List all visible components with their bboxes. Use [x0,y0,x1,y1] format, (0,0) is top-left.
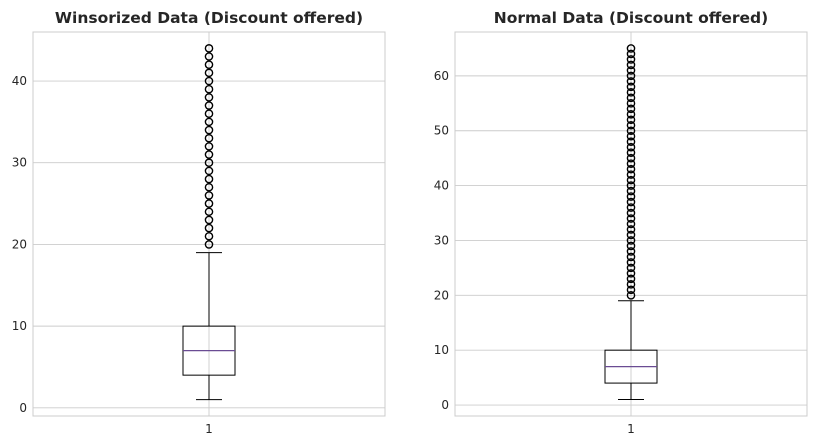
y-tick-label: 10 [12,319,27,333]
outlier-point [626,115,636,125]
outlier-point [204,240,214,249]
outlier-point [626,280,636,289]
chart-panel-2: 0 10 20 30 40 50 60 1 Normal Data (Discount offe… [434,9,808,436]
outlier-point [204,150,214,159]
outlier-point [204,199,214,208]
outlier-point [204,52,214,61]
outlier-point [626,49,636,59]
outlier-point [626,236,636,245]
outlier-point [626,263,636,273]
outlier-point [204,44,214,53]
y-tick-label: 20 [12,237,27,251]
outlier-point [626,258,636,267]
outlier-point [626,230,636,240]
outlier-point [204,215,214,225]
outlier-point [626,164,636,174]
outlier-point [204,93,214,102]
outlier-point [626,120,636,130]
outlier-point [204,207,214,217]
outlier-point [204,142,214,151]
outlier-point [626,142,636,152]
y-tick-label: 60 [434,69,449,83]
outlier-point [204,125,214,135]
outlier-point [626,170,636,179]
outlier-point [626,126,636,136]
outlier-point [626,66,636,75]
outlier-point [204,231,214,241]
outlier-point [204,84,214,94]
outlier-point [626,153,636,163]
chart-title: Normal Data (Discount offered) [494,9,768,27]
outlier-point [204,174,214,184]
outlier-point [626,219,636,229]
outlier-point [626,77,636,86]
y-tick-label: 30 [434,233,449,247]
outlier-point [626,247,636,256]
outlier-point [204,166,214,176]
outlier-point [626,214,636,223]
outlier-point [204,158,214,168]
outlier-point [626,148,636,157]
outlier-point [626,197,636,207]
outlier-point [626,208,636,218]
x-tick-label: 1 [627,422,635,436]
outlier-point [204,68,214,78]
outlier-point [626,291,636,300]
outlier-point [204,133,214,143]
outlier-point [626,104,636,114]
outlier-point [626,60,636,70]
outlier-point [626,274,636,284]
outlier-point [626,175,636,185]
y-tick-label: 20 [434,288,449,302]
chart-title: Winsorized Data (Discount offered) [55,9,363,27]
outlier-point [204,191,214,200]
y-tick-label: 40 [12,74,27,88]
outlier-point [626,181,636,190]
outlier-point [626,99,636,108]
outlier-point [626,269,636,278]
outlier-point [204,223,214,233]
outlier-point [204,109,214,119]
outlier-point [626,82,636,92]
outlier-point [626,93,636,103]
outlier-point [626,137,636,147]
outlier-point [626,252,636,262]
outlier-point [626,186,636,196]
plot-frame [454,31,808,417]
outlier-point [626,159,636,168]
outlier-point [626,55,636,64]
y-tick-label: 40 [434,179,449,193]
chart-panel-1: 0 10 20 30 40 1 Winsorized Data (Discount offe… [12,9,386,436]
x-tick-label: 1 [205,422,213,436]
outlier-point [204,60,214,69]
y-tick-label: 0 [19,401,27,415]
plot-frame [32,31,386,417]
outlier-point [626,241,636,251]
outlier-point [204,117,214,127]
outlier-point [626,131,636,141]
outlier-point [204,76,214,86]
outlier-point [204,101,214,110]
outlier-point [626,285,636,295]
outlier-point [626,203,636,212]
outlier-point [626,88,636,97]
outlier-point [204,182,214,192]
y-tick-label: 0 [441,398,449,412]
y-tick-label: 50 [434,124,449,138]
y-tick-label: 10 [434,343,449,357]
outlier-point [626,225,636,234]
y-tick-label: 30 [12,156,27,170]
outlier-point [626,44,636,53]
outlier-point [626,71,636,81]
outlier-point [626,109,636,119]
outlier-point [626,192,636,201]
